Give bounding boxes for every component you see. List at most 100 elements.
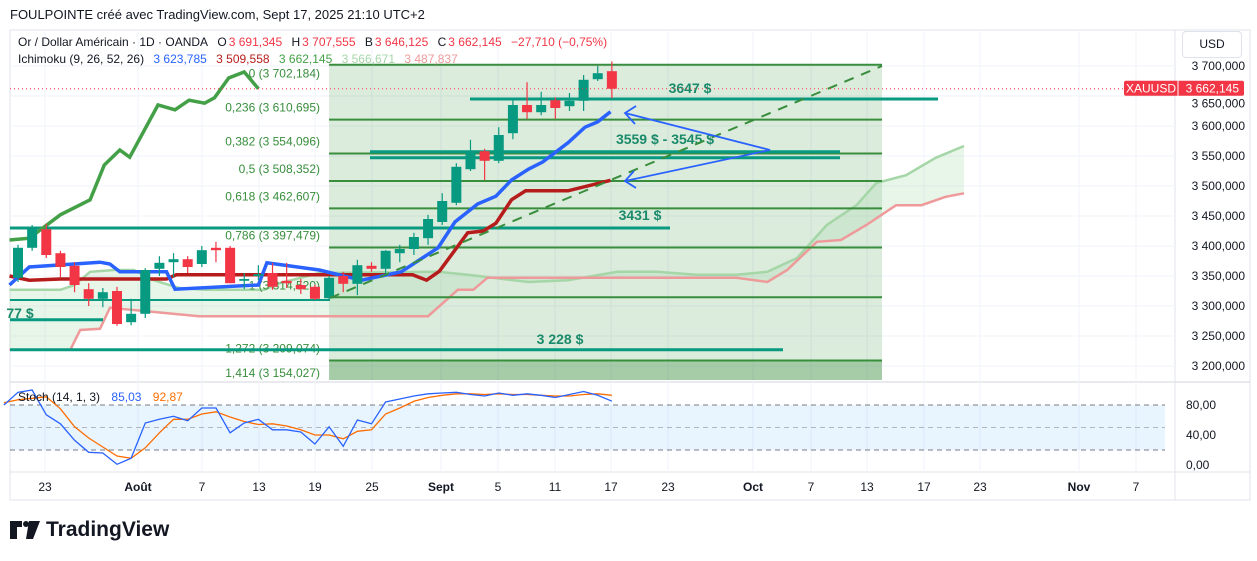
candle	[239, 273, 250, 290]
high-label: H	[291, 35, 301, 49]
arrow-head-icon	[623, 105, 637, 125]
price-level-label: 3647 $	[669, 80, 712, 96]
fib-level-label: 0,786 (3 397,479)	[225, 229, 320, 243]
candle	[522, 82, 533, 119]
stoch-label: Stoch (14, 1, 3)	[18, 390, 101, 404]
tenkan-value: 3 623,785	[153, 52, 207, 66]
ichimoku-cloud	[9, 144, 965, 352]
time-tick-label: 17	[604, 480, 618, 494]
time-tick-label: Août	[124, 480, 151, 494]
candle-body	[451, 166, 462, 203]
senkou-span-b-line	[9, 192, 965, 352]
candle-body	[225, 247, 236, 284]
currency-button[interactable]: USD	[1182, 31, 1242, 58]
time-tick-label: 19	[308, 480, 322, 494]
chikou-span-line	[9, 69, 260, 242]
candle	[493, 127, 504, 164]
time-tick-label: 17	[917, 480, 931, 494]
candle	[41, 223, 52, 258]
candle	[168, 253, 179, 278]
logo-text: TradingView	[46, 518, 170, 541]
chikou-value: 3 662,145	[278, 52, 333, 66]
candle-body	[408, 237, 419, 249]
ichimoku-lines	[8, 69, 612, 292]
low-value: 3 646,125	[374, 35, 429, 49]
price-level-label: 77 $	[6, 305, 33, 321]
stoch-tick-label: 80,00	[1186, 398, 1216, 412]
candle-body	[324, 277, 335, 299]
symbol-title: Or / Dollar Américain · 1D · OANDA	[18, 35, 209, 49]
candle-body	[592, 73, 603, 80]
candle-body	[564, 100, 575, 107]
fib-zone-fill-extension	[329, 360, 883, 380]
open-value: 3 691,345	[228, 35, 283, 49]
fib-level-label: 1,414 (3 154,027)	[225, 366, 320, 380]
candle	[55, 250, 66, 278]
stoch-k-value: 85,03	[111, 390, 142, 404]
price-tick-label: 3 200,000	[1192, 359, 1246, 373]
price-tick-label: 3 700,000	[1192, 59, 1246, 73]
candle-body	[267, 273, 278, 287]
candle	[210, 241, 221, 263]
candle-body	[140, 270, 151, 314]
span-b-value: 3 487,837	[404, 52, 458, 66]
stoch-d-value: 92,87	[152, 390, 183, 404]
price-tick-label: 3 550,000	[1192, 149, 1246, 163]
time-tick-label: 5	[495, 480, 502, 494]
candle-body	[196, 250, 207, 264]
candle	[196, 246, 207, 267]
candle	[352, 259, 363, 296]
candle	[97, 288, 108, 308]
candle	[154, 256, 165, 276]
chart-credit: FOULPOINTE créé avec TradingView.com, Se…	[10, 7, 425, 22]
time-tick-label: Sept	[428, 480, 454, 494]
candle	[338, 271, 349, 293]
price-level-label: 3559 $ - 3545 $	[616, 131, 714, 147]
candle-body	[13, 247, 23, 278]
candle-body	[309, 286, 320, 299]
span-a-value: 3 566,671	[341, 52, 396, 66]
arrow-lines	[624, 112, 771, 182]
candle	[578, 75, 589, 111]
candle-body	[83, 289, 94, 299]
candle-body	[366, 265, 377, 269]
fib-retracement-area	[329, 64, 883, 380]
candle	[13, 244, 23, 282]
candle-body	[281, 280, 292, 284]
candle	[606, 61, 617, 99]
candle	[27, 225, 38, 251]
price-tick-label: 3 250,000	[1192, 329, 1246, 343]
candle	[465, 139, 476, 171]
price-tick-label: 3 400,000	[1192, 239, 1246, 253]
candle-body	[536, 105, 547, 113]
time-tick-label: 23	[661, 480, 675, 494]
high-value: 3 707,555	[302, 35, 356, 49]
time-tick-label: 25	[365, 480, 379, 494]
candle	[182, 256, 193, 273]
tradingview-logo[interactable]: TradingView	[10, 518, 169, 542]
low-label: B	[364, 35, 373, 49]
candle	[253, 265, 264, 281]
candle-body	[182, 259, 193, 267]
stoch-tick-label: 0,00	[1186, 458, 1210, 472]
stoch-legend[interactable]: Stoch (14, 1, 3) 85,03 92,87	[18, 390, 185, 404]
close-value: 3 662,145	[448, 35, 502, 49]
cloud-fill	[9, 146, 964, 350]
stochastic-pane	[3, 389, 1165, 466]
price-tick-label: 3 300,000	[1192, 299, 1246, 313]
candle	[140, 268, 151, 318]
candle-body	[55, 253, 66, 267]
candle	[592, 66, 603, 81]
price-tick-label: 3 650,000	[1192, 97, 1246, 111]
kijun-value: 3 509,558	[216, 52, 270, 66]
price-tick-label: 3 600,000	[1192, 119, 1246, 133]
candle-body	[253, 274, 264, 276]
ichimoku-legend[interactable]: Ichimoku (9, 26, 52, 26) 3 623,785 3 509…	[18, 52, 460, 66]
candle-body	[550, 100, 561, 108]
candle	[111, 286, 122, 326]
grid	[9, 29, 1251, 501]
price-badge-symbol: XAUUSD	[1126, 82, 1176, 96]
candle-body	[111, 291, 122, 324]
